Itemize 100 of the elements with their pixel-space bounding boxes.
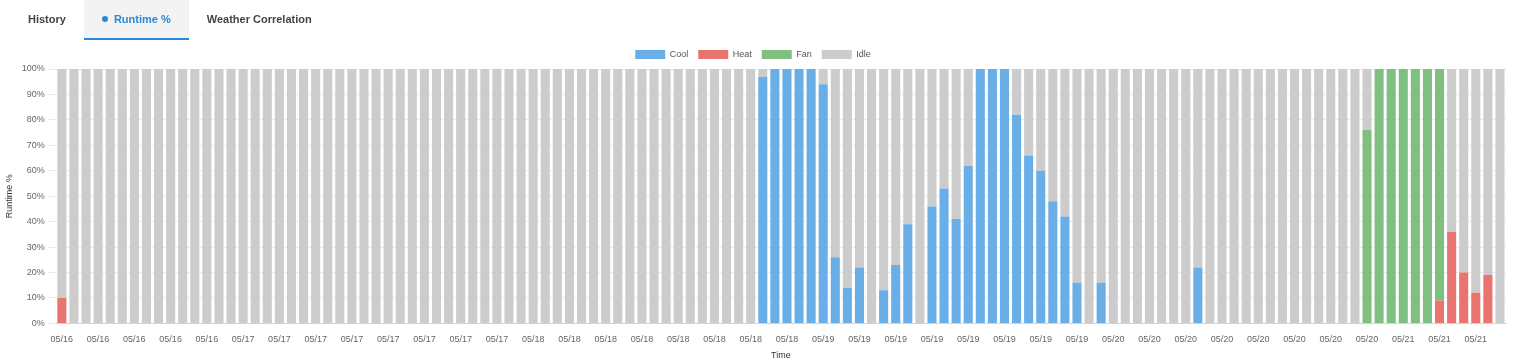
- x-tick-label: 05/16: [159, 334, 182, 345]
- bar: [431, 69, 442, 323]
- x-tick-label: 05/19: [811, 334, 835, 345]
- y-tick-label: 30%: [26, 241, 45, 252]
- x-tick-label: 05/20: [1101, 334, 1125, 345]
- bar: [1398, 69, 1408, 323]
- x-tick-label: 05/16: [195, 334, 219, 345]
- bar: [879, 69, 889, 291]
- x-tick-label: 05/16: [86, 334, 110, 345]
- bar: [274, 69, 284, 323]
- x-tick-label: 05/20: [1210, 334, 1234, 345]
- y-tick-label: 40%: [26, 216, 45, 227]
- x-tick-label: 05/20: [1138, 334, 1161, 345]
- x-tick-label: 05/19: [884, 334, 907, 345]
- bar: [238, 69, 248, 323]
- bar: [456, 69, 466, 323]
- bar: [1471, 69, 1481, 293]
- bar: [57, 69, 67, 298]
- bar: [1495, 69, 1505, 323]
- bar: [1447, 69, 1457, 232]
- bar: [1181, 69, 1191, 323]
- bar: [1350, 69, 1360, 323]
- x-tick-label: 05/17: [304, 334, 327, 345]
- x-tick-label: 05/20: [1246, 334, 1270, 345]
- bar: [1012, 114, 1022, 323]
- bar: [613, 69, 623, 323]
- bar: [1024, 69, 1034, 156]
- y-tick-label: 0%: [31, 317, 45, 328]
- bar: [492, 69, 502, 323]
- bar: [1024, 155, 1034, 323]
- bar: [1459, 69, 1469, 273]
- bar: [758, 76, 768, 323]
- text: Weather Correlation: [206, 13, 312, 25]
- bar: [1386, 69, 1396, 323]
- x-tick-label: 05/19: [848, 334, 871, 345]
- x-tick-label: 05/17: [231, 334, 255, 345]
- bar: [782, 69, 792, 323]
- bar: [830, 257, 840, 323]
- bar: [299, 69, 309, 323]
- bar: [516, 69, 526, 323]
- bar: [1338, 69, 1348, 323]
- bar: [963, 69, 973, 166]
- x-tick-label: 05/21: [1464, 334, 1488, 345]
- bar: [939, 69, 949, 189]
- bar: [1471, 292, 1481, 323]
- bar: [323, 69, 333, 323]
- bar: [564, 69, 574, 323]
- bar: [178, 69, 188, 323]
- bar: [226, 69, 236, 323]
- bar: [407, 69, 417, 323]
- bar: [1435, 69, 1445, 301]
- x-tick-label: 05/18: [666, 334, 690, 345]
- bar: [117, 69, 127, 323]
- bar: [1229, 69, 1239, 323]
- bar: [359, 69, 369, 323]
- bar: [154, 69, 164, 323]
- bar: [1265, 69, 1275, 323]
- x-tick-label: 05/17: [376, 334, 400, 345]
- bar: [854, 267, 864, 323]
- x-tick-label: 05/17: [413, 334, 436, 345]
- bar: [1084, 69, 1094, 323]
- bar: [347, 69, 357, 323]
- bar: [1193, 69, 1203, 268]
- bar: [1048, 201, 1058, 323]
- legend-label: Fan: [796, 48, 812, 59]
- bar: [371, 69, 381, 323]
- bar: [1036, 170, 1046, 323]
- bar: [722, 69, 732, 323]
- bar: [504, 69, 514, 323]
- bar: [975, 69, 985, 323]
- bar: [746, 69, 756, 323]
- bar: [1241, 69, 1251, 323]
- bar: [1314, 69, 1324, 323]
- bar: [637, 69, 647, 323]
- x-tick-label: 05/18: [594, 334, 617, 345]
- y-tick-label: 100%: [21, 63, 45, 74]
- bar: [818, 69, 828, 85]
- bar: [951, 219, 961, 323]
- bar: [625, 69, 635, 323]
- bar: [250, 69, 260, 323]
- bar: [891, 69, 901, 265]
- bar: [129, 69, 139, 323]
- y-tick-label: 10%: [26, 292, 45, 303]
- bar: [262, 69, 272, 323]
- bar: [1483, 275, 1493, 323]
- x-tick-label: 05/20: [1283, 334, 1306, 345]
- y-axis-title: Runtime %: [3, 174, 14, 219]
- bar: [987, 69, 997, 323]
- bar: [867, 69, 877, 323]
- x-tick-label: 05/20: [1355, 334, 1379, 345]
- bar: [842, 287, 852, 323]
- bar: [1302, 69, 1312, 323]
- bar: [105, 69, 115, 323]
- bar: [589, 69, 599, 323]
- y-tick-label: 80%: [26, 114, 45, 125]
- bar: [1096, 282, 1106, 323]
- legend-label: Heat: [732, 48, 753, 59]
- bar: [661, 69, 671, 323]
- bar: [468, 69, 478, 323]
- text: Runtime %: [113, 13, 171, 25]
